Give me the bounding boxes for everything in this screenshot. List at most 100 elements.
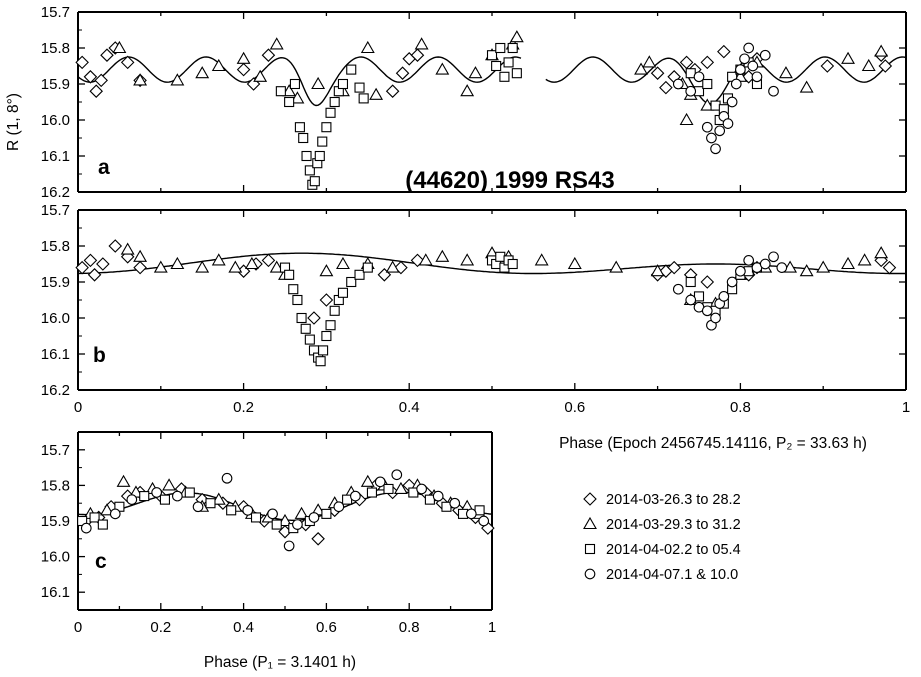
point-a-1-0	[112, 40, 127, 54]
point-c-3-13	[350, 490, 361, 502]
point-a-3-2	[693, 71, 705, 83]
point-b-2-10	[318, 345, 329, 356]
point-b-2-6	[304, 334, 315, 345]
point-c-3-10	[292, 519, 303, 530]
panel-c: 15.7 15.8 15.9 16.0 16.1 0 0.2 0.4 0.6 0.8 1 c	[41, 431, 496, 636]
point-a-2-12	[321, 122, 332, 133]
point-b-1-8	[269, 260, 284, 273]
point-a-3-0	[672, 78, 684, 90]
y-tick-label-a-3: 16.0	[41, 112, 70, 129]
point-b-1-21	[609, 260, 624, 273]
point-c-2-16	[383, 483, 394, 495]
point-a-0-15	[650, 66, 665, 80]
point-c-3-3	[151, 487, 163, 498]
point-c-2-6	[184, 487, 195, 498]
panel-a: 15.7 15.8 15.9 16.0 16.1 16.2 a	[41, 4, 907, 201]
point-a-2-17	[346, 64, 357, 75]
point-b-1-2	[153, 260, 168, 273]
point-c-3-7	[242, 504, 254, 516]
point-a-1-8	[282, 84, 297, 97]
point-a-3-1	[685, 85, 697, 97]
point-a-3-15	[751, 71, 763, 83]
point-a-3-6	[714, 125, 726, 137]
point-a-1-16	[460, 84, 475, 97]
point-c-3-12	[333, 501, 345, 513]
point-b-0-23	[882, 260, 897, 275]
point-a-1-24	[679, 112, 694, 126]
point-b-1-14	[418, 253, 433, 266]
point-a-2-29	[702, 78, 713, 90]
series-b-2014-04-02-2-to-05-4	[279, 251, 763, 367]
point-a-1-3	[195, 66, 210, 79]
point-b-0-3	[96, 257, 110, 271]
point-b-3-12	[759, 258, 771, 270]
point-b-1-22	[650, 264, 665, 277]
point-b-1-15	[435, 249, 450, 262]
point-c-1-19	[393, 481, 408, 495]
point-c-3-17	[432, 490, 444, 502]
point-c-3-5	[192, 501, 204, 513]
point-a-2-13	[325, 107, 336, 118]
point-b-3-3	[701, 305, 713, 317]
point-a-0-3	[94, 73, 108, 88]
point-a-0-12	[395, 66, 410, 80]
point-b-0-0	[75, 260, 89, 275]
point-b-3-7	[718, 291, 730, 302]
point-a-1-5	[236, 51, 251, 64]
point-b-2-15	[337, 287, 349, 298]
x-tick-label-c-4: 0.8	[399, 619, 420, 636]
x-tick-label-c-2: 0.4	[233, 619, 254, 636]
point-a-2-8	[309, 176, 320, 187]
point-b-1-29	[816, 260, 831, 273]
legend-entry-2014-03-26-3-to-28-2: 2014-03-26.3 to 28.2	[583, 492, 741, 508]
point-b-1-7	[244, 256, 259, 270]
point-a-0-1	[83, 70, 98, 84]
chart-title: (44620) 1999 RS43	[405, 167, 614, 194]
point-c-3-6	[221, 472, 233, 484]
point-c-3-11	[308, 512, 320, 523]
point-c-2-15	[366, 487, 377, 498]
point-c-3-20	[478, 515, 490, 527]
point-c-2-9	[250, 512, 262, 523]
point-a-0-11	[385, 84, 400, 98]
point-b-1-20	[567, 256, 582, 270]
point-b-3-14	[776, 262, 788, 273]
point-c-3-0	[80, 522, 92, 534]
point-b-0-4	[108, 239, 123, 253]
point-b-1-6	[228, 260, 243, 273]
point-a-3-5	[710, 143, 721, 155]
series-a-2014-03-26-3-to-28-2	[75, 41, 893, 98]
point-a-0-2	[89, 84, 103, 98]
point-a-0-9	[246, 77, 261, 91]
point-c-3-14	[374, 476, 386, 488]
x-tick-label-c-1: 0.2	[150, 619, 171, 636]
legend-entry-2014-04-07-1-10-0: 2014-04-07.1 & 10.0	[584, 567, 738, 583]
point-c-3-1	[109, 508, 121, 520]
point-c-1-13	[294, 506, 309, 519]
y-tick-label-c-0: 15.7	[41, 442, 70, 459]
point-b-1-16	[460, 253, 475, 266]
point-c-3-18	[449, 497, 461, 509]
series-c-2014-04-02-2-to-05-4	[77, 483, 485, 534]
point-a-3-17	[768, 85, 779, 97]
point-c-1-1	[100, 503, 114, 516]
y-axis-label-a: R (1, 8°)	[5, 93, 22, 151]
point-a-3-11	[735, 64, 746, 75]
point-b-1-28	[799, 264, 814, 277]
point-a-3-14	[747, 60, 759, 72]
point-a-0-6	[120, 55, 135, 70]
point-b-0-10	[307, 311, 321, 325]
legend-label: 2014-03-29.3 to 31.2	[606, 517, 741, 533]
point-a-0-21	[717, 44, 731, 59]
point-b-0-11	[319, 293, 334, 307]
point-c-2-8	[226, 505, 237, 516]
point-a-1-2	[170, 73, 185, 86]
point-a-1-29	[778, 66, 793, 79]
y-tick-label-a-0: 15.7	[41, 4, 70, 21]
point-a-3-8	[722, 118, 734, 129]
y-tick-label-b-1: 15.8	[41, 238, 70, 255]
point-c-3-2	[126, 494, 138, 505]
point-a-1-12	[360, 40, 375, 54]
point-c-2-2	[97, 519, 108, 530]
